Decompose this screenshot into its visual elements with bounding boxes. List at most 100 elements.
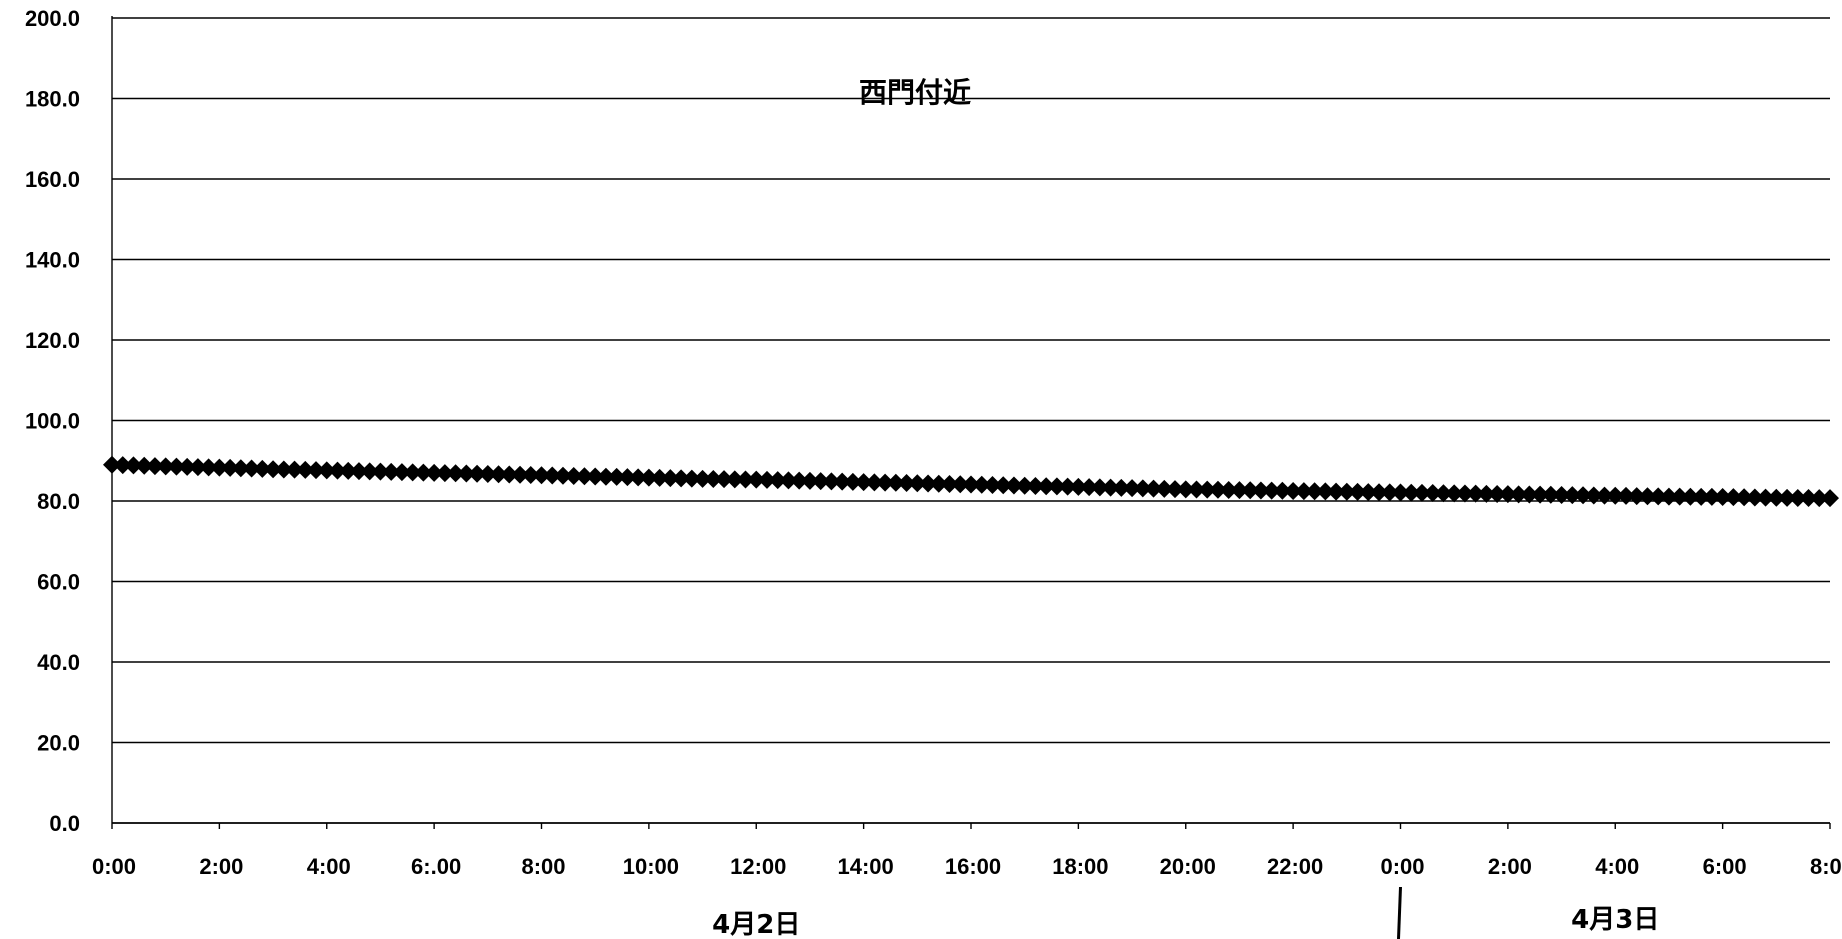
data-point-marker	[1047, 477, 1066, 496]
data-point-marker	[629, 468, 648, 487]
data-point-marker	[553, 466, 572, 485]
data-point-marker	[1241, 481, 1260, 500]
y-tick-label: 180.0	[25, 87, 80, 112]
data-point-marker	[929, 474, 948, 493]
data-point-marker	[382, 462, 401, 481]
data-point-marker	[822, 472, 841, 491]
x-tick-label: 8:00	[521, 854, 565, 879]
data-point-marker	[1273, 481, 1292, 500]
data-point-marker	[1262, 481, 1281, 500]
data-point-marker	[414, 463, 433, 482]
data-point-marker	[532, 466, 551, 485]
x-tick-label: 6:.00	[411, 854, 461, 879]
data-point-marker	[1692, 487, 1711, 506]
data-point-marker	[1778, 488, 1797, 507]
x-tick-label: 0:00	[1380, 854, 1424, 879]
data-point-marker	[167, 457, 186, 476]
data-point-marker	[1595, 486, 1614, 505]
data-point-marker	[371, 462, 390, 481]
data-point-marker	[757, 470, 776, 489]
data-point-marker	[511, 465, 530, 484]
data-point-marker	[586, 467, 605, 486]
data-point-marker	[264, 460, 283, 479]
data-point-marker	[360, 462, 379, 481]
data-point-marker	[650, 468, 669, 487]
data-point-marker	[607, 467, 626, 486]
data-point-marker	[811, 472, 830, 491]
data-point-marker	[1574, 486, 1593, 505]
data-point-marker	[1455, 484, 1474, 503]
data-point-marker	[962, 475, 980, 494]
data-point-marker	[339, 461, 358, 480]
data-point-marker	[103, 455, 121, 474]
y-tick-label: 40.0	[37, 650, 80, 675]
data-point-marker	[1724, 488, 1743, 507]
data-point-marker	[349, 462, 368, 481]
data-point-marker	[1756, 488, 1775, 507]
data-point-marker	[231, 459, 250, 478]
data-point-marker	[1316, 482, 1335, 501]
data-point-marker	[1627, 487, 1646, 506]
data-point-marker	[478, 465, 497, 484]
data-point-marker	[500, 465, 519, 484]
day-label: 4月3日	[1571, 905, 1659, 935]
data-point-marker	[1412, 483, 1431, 502]
data-point-marker	[1606, 486, 1625, 505]
data-point-marker	[1434, 484, 1453, 503]
y-tick-label: 80.0	[37, 489, 80, 514]
y-tick-label: 0.0	[49, 811, 80, 836]
tick-labels: 0.0 20.0 40.0 60.0 80.0 100.0 120.0 140.0 160.0 1…	[25, 6, 1842, 939]
data-point-marker	[285, 460, 304, 479]
data-point-marker	[1337, 482, 1356, 501]
data-point-marker	[951, 475, 970, 494]
data-point-marker	[156, 457, 175, 476]
data-point-marker	[1788, 488, 1807, 507]
data-point-marker	[790, 471, 809, 490]
data-point-marker	[392, 463, 411, 482]
data-point-marker	[1284, 481, 1303, 500]
data-point-marker	[403, 463, 422, 482]
data-point-marker	[1670, 487, 1689, 506]
x-tick-label: 8:00	[1810, 854, 1842, 879]
data-point-marker	[994, 476, 1013, 495]
data-point-marker	[715, 470, 734, 489]
data-point-marker	[1552, 485, 1571, 504]
data-point-marker	[1305, 482, 1324, 501]
x-tick-label: 16:00	[945, 854, 1001, 879]
data-point-marker	[768, 471, 787, 490]
y-tick-label: 60.0	[37, 570, 80, 595]
data-point-marker	[1166, 480, 1185, 499]
data-point-marker	[704, 470, 723, 489]
data-point-marker	[188, 458, 207, 477]
data-point-marker	[1133, 479, 1152, 498]
data-point-marker	[854, 473, 873, 492]
x-tick-label: 22:00	[1267, 854, 1323, 879]
data-point-marker	[178, 457, 197, 476]
data-point-marker	[1080, 478, 1099, 497]
data-point-marker	[747, 470, 766, 489]
data-point-marker	[489, 465, 508, 484]
data-point-marker	[1649, 487, 1668, 506]
data-point-marker	[1251, 481, 1270, 500]
data-point-marker	[425, 463, 444, 482]
data-point-marker	[672, 469, 691, 488]
data-point-marker	[242, 459, 261, 478]
data-point-marker	[1069, 477, 1088, 496]
data-point-marker	[596, 467, 615, 486]
data-point-marker	[908, 474, 927, 493]
x-tick-label: 4:00	[1595, 854, 1639, 879]
x-tick-label: 2:00	[1488, 854, 1532, 879]
data-point-marker	[124, 456, 143, 475]
data-point-marker	[1230, 481, 1249, 500]
data-point-marker	[328, 461, 347, 480]
data-point-marker	[1155, 479, 1174, 498]
data-point-marker	[1702, 487, 1721, 506]
data-point-marker	[1531, 485, 1550, 504]
data-point-marker	[317, 461, 336, 480]
data-point-marker	[618, 468, 637, 487]
data-point-marker	[725, 470, 744, 489]
data-point-marker	[274, 460, 293, 479]
x-tick-label: 18:00	[1052, 854, 1108, 879]
data-point-marker	[1659, 487, 1678, 506]
data-point-marker	[865, 473, 884, 492]
